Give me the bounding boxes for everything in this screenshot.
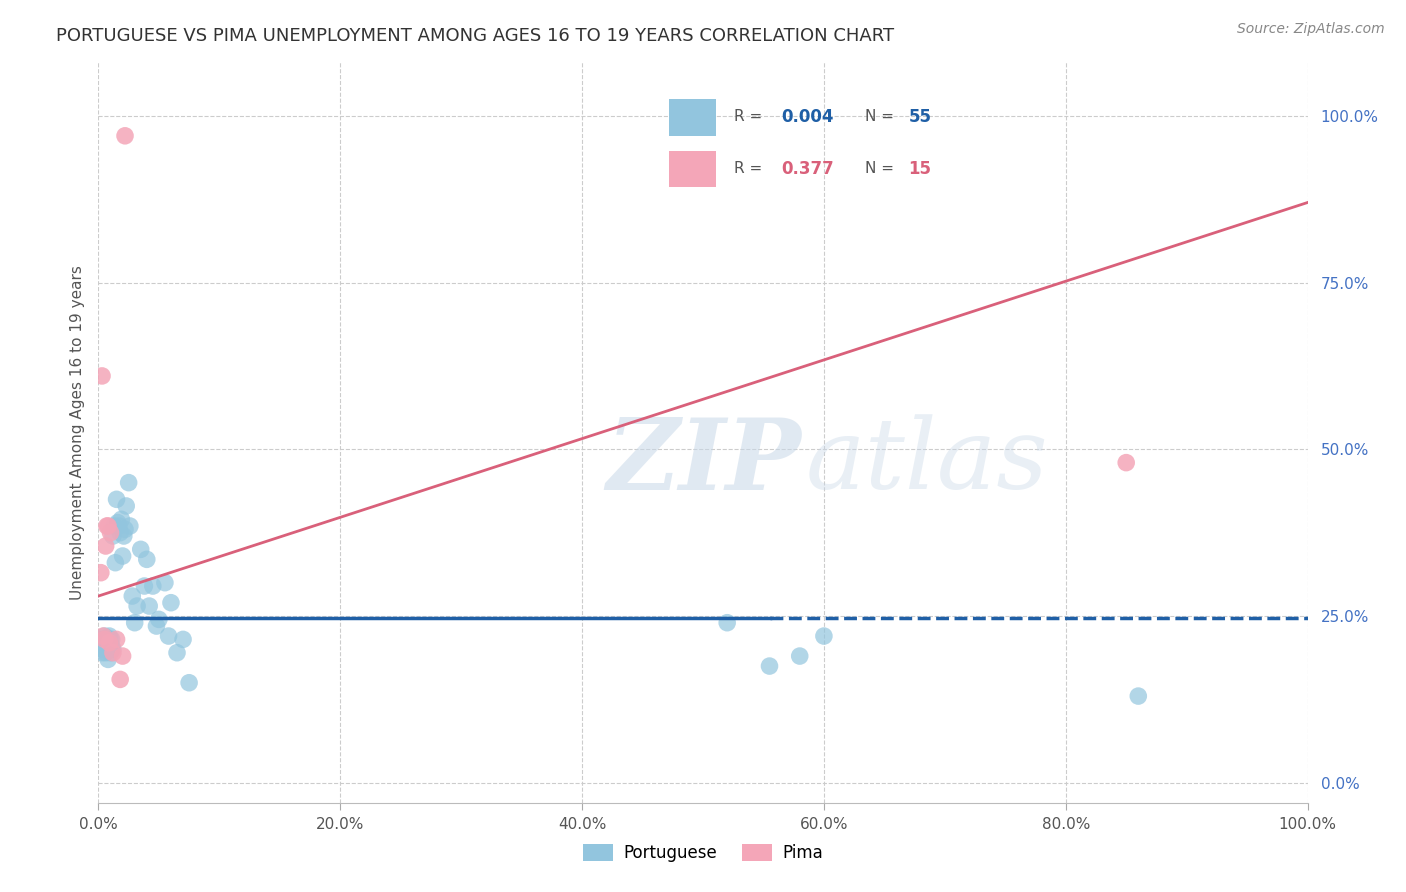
Point bbox=[172, 632, 194, 647]
Point bbox=[91, 642, 114, 657]
Point bbox=[153, 575, 176, 590]
Point bbox=[97, 519, 120, 533]
Point bbox=[94, 539, 117, 553]
Point bbox=[157, 629, 180, 643]
Point bbox=[166, 646, 188, 660]
Point bbox=[142, 579, 165, 593]
Point bbox=[716, 615, 738, 630]
Point bbox=[101, 529, 124, 543]
Point bbox=[108, 519, 131, 533]
Point bbox=[100, 639, 122, 653]
Point bbox=[108, 525, 131, 540]
Point bbox=[108, 673, 131, 687]
Point bbox=[127, 599, 149, 613]
Point bbox=[91, 636, 114, 650]
Point bbox=[94, 646, 117, 660]
Point bbox=[90, 632, 112, 647]
Point bbox=[118, 519, 141, 533]
Point bbox=[93, 639, 115, 653]
Text: PORTUGUESE VS PIMA UNEMPLOYMENT AMONG AGES 16 TO 19 YEARS CORRELATION CHART: PORTUGUESE VS PIMA UNEMPLOYMENT AMONG AG… bbox=[56, 27, 894, 45]
Point bbox=[114, 128, 136, 143]
Point bbox=[96, 642, 118, 657]
Text: atlas: atlas bbox=[806, 415, 1049, 510]
Point bbox=[97, 636, 120, 650]
Point bbox=[103, 519, 125, 533]
Point bbox=[115, 499, 138, 513]
Point bbox=[1115, 456, 1137, 470]
Point bbox=[93, 632, 115, 647]
Point bbox=[90, 566, 112, 580]
Point bbox=[145, 619, 167, 633]
Point bbox=[134, 579, 156, 593]
Point bbox=[813, 629, 835, 643]
Point bbox=[789, 648, 811, 663]
Point bbox=[97, 652, 120, 666]
Point bbox=[96, 519, 118, 533]
Point bbox=[118, 475, 141, 490]
Point bbox=[138, 599, 160, 613]
Point bbox=[91, 629, 114, 643]
Point bbox=[105, 492, 128, 507]
Point bbox=[104, 556, 127, 570]
Point bbox=[112, 529, 135, 543]
Point bbox=[93, 629, 115, 643]
Point bbox=[91, 368, 114, 383]
Point bbox=[148, 612, 170, 626]
Text: Source: ZipAtlas.com: Source: ZipAtlas.com bbox=[1237, 22, 1385, 37]
Point bbox=[98, 636, 121, 650]
Point bbox=[94, 632, 117, 647]
Point bbox=[100, 632, 122, 647]
Point bbox=[135, 552, 157, 566]
Point bbox=[114, 522, 136, 536]
Point bbox=[124, 615, 146, 630]
Y-axis label: Unemployment Among Ages 16 to 19 years: Unemployment Among Ages 16 to 19 years bbox=[69, 265, 84, 600]
Point bbox=[111, 549, 134, 563]
Point bbox=[101, 642, 124, 657]
Point bbox=[100, 525, 122, 540]
Point bbox=[98, 629, 121, 643]
Point bbox=[1128, 689, 1150, 703]
Point bbox=[100, 632, 122, 647]
Point bbox=[91, 646, 114, 660]
Legend: Portuguese, Pima: Portuguese, Pima bbox=[576, 837, 830, 869]
Point bbox=[111, 648, 134, 663]
Point bbox=[110, 512, 132, 526]
Point bbox=[758, 659, 780, 673]
Point bbox=[121, 589, 143, 603]
Point bbox=[98, 642, 121, 657]
Point bbox=[107, 516, 129, 530]
Text: ZIP: ZIP bbox=[606, 414, 801, 510]
Point bbox=[96, 632, 118, 647]
Point bbox=[129, 542, 152, 557]
Point bbox=[179, 675, 201, 690]
Point bbox=[100, 646, 122, 660]
Point bbox=[160, 596, 183, 610]
Point bbox=[101, 646, 124, 660]
Point bbox=[105, 632, 128, 647]
Point bbox=[91, 632, 114, 647]
